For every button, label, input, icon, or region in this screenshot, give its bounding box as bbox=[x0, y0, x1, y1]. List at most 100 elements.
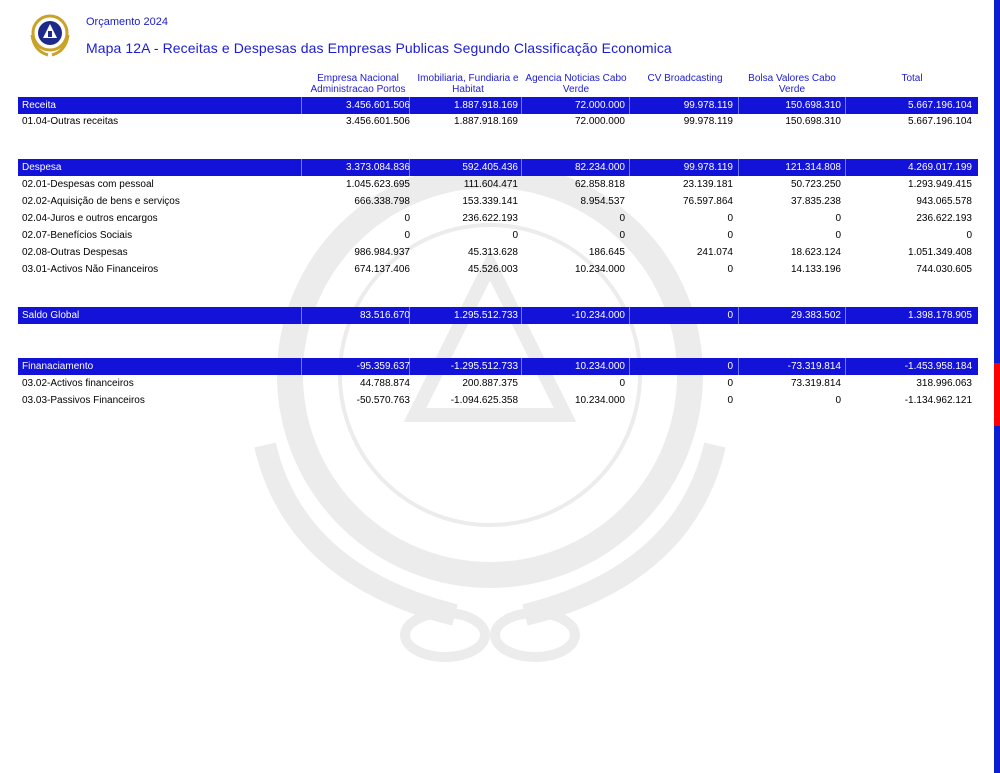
table-row-beneficios-sociais: 02.07-Benefícios Sociais 0 0 0 0 0 0 bbox=[18, 227, 978, 244]
table-row-despesas-pessoal: 02.01-Despesas com pessoal 1.045.623.695… bbox=[18, 176, 978, 193]
budget-subtitle: Orçamento 2024 bbox=[86, 16, 168, 28]
table-cell-value: 150.698.310 bbox=[785, 100, 841, 111]
table-cell-value: 0 bbox=[727, 395, 733, 406]
table-cell-value: 1.293.949.415 bbox=[908, 179, 972, 190]
table-cell-value: 0 bbox=[404, 230, 410, 241]
table-cell-value: -1.453.958.184 bbox=[904, 361, 972, 372]
table-cell-value: 592.405.436 bbox=[462, 162, 518, 173]
table-cell-value: 241.074 bbox=[696, 247, 733, 258]
table-cell-value: 4.269.017.199 bbox=[908, 162, 972, 173]
table-cell-value: 3.456.601.506 bbox=[346, 100, 410, 111]
row-label: 02.08-Outras Despesas bbox=[22, 247, 128, 258]
row-label: 03.01-Activos Não Financeiros bbox=[22, 264, 159, 275]
table-cell-value: 83.516.670 bbox=[359, 310, 410, 321]
table-cell-value: 10.234.000 bbox=[574, 361, 625, 372]
column-header-bolsa-valores: Bolsa Valores Cabo Verde bbox=[748, 73, 836, 95]
table-cell-value: -10.234.000 bbox=[571, 310, 625, 321]
table-cell-value: 943.065.578 bbox=[916, 196, 972, 207]
table-cell-value: 1.051.349.408 bbox=[908, 247, 972, 258]
cell-divider bbox=[409, 159, 410, 176]
table-cell-value: 44.788.874 bbox=[359, 378, 410, 389]
column-header-total: Total bbox=[901, 73, 923, 84]
row-label: 03.02-Activos financeiros bbox=[22, 378, 134, 389]
table-cell-value: 62.858.818 bbox=[574, 179, 625, 190]
table-cell-value: -1.094.625.358 bbox=[450, 395, 518, 406]
cell-divider bbox=[301, 97, 302, 114]
cell-divider bbox=[629, 97, 630, 114]
table-cell-value: 0 bbox=[727, 361, 733, 372]
column-header-ifh: Imobiliaria, Fundiaria e Habitat bbox=[417, 73, 519, 95]
table-cell-value: 153.339.141 bbox=[462, 196, 518, 207]
table-cell-value: 1.045.623.695 bbox=[346, 179, 410, 190]
cell-divider bbox=[738, 358, 739, 375]
table-row-activos-financeiros: 03.02-Activos financeiros 44.788.874 200… bbox=[18, 375, 978, 392]
table-cell-value: -1.295.512.733 bbox=[450, 361, 518, 372]
row-label: 01.04-Outras receitas bbox=[22, 116, 119, 127]
table-cell-value: 23.139.181 bbox=[682, 179, 733, 190]
table-cell-value: 200.887.375 bbox=[462, 378, 518, 389]
section-row-receita: Receita 3.456.601.506 1.887.918.169 72.0… bbox=[18, 97, 978, 114]
table-cell-value: 1.887.918.169 bbox=[454, 100, 518, 111]
table-cell-value: 666.338.798 bbox=[354, 196, 410, 207]
table-cell-value: 0 bbox=[619, 213, 625, 224]
section-row-saldo-global: Saldo Global 83.516.670 1.295.512.733 -1… bbox=[18, 307, 978, 324]
table-cell-value: 0 bbox=[727, 264, 733, 275]
table-cell-value: 1.398.178.905 bbox=[908, 310, 972, 321]
cell-divider bbox=[845, 159, 846, 176]
table-cell-value: -1.134.962.121 bbox=[904, 395, 972, 406]
column-header-inforpress: Agencia Noticias Cabo Verde bbox=[525, 73, 627, 95]
table-cell-value: 72.000.000 bbox=[574, 116, 625, 127]
table-cell-value: 76.597.864 bbox=[682, 196, 733, 207]
table-cell-value: 10.234.000 bbox=[574, 264, 625, 275]
coat-of-arms-logo bbox=[30, 14, 70, 57]
table-cell-value: 150.698.310 bbox=[785, 116, 841, 127]
table-cell-value: 0 bbox=[966, 230, 972, 241]
table-cell-value: 0 bbox=[619, 230, 625, 241]
row-label: Despesa bbox=[22, 162, 62, 173]
table-cell-value: 318.996.063 bbox=[916, 378, 972, 389]
cell-divider bbox=[409, 97, 410, 114]
table-cell-value: 99.978.119 bbox=[683, 100, 733, 111]
table-cell-value: -73.319.814 bbox=[787, 361, 841, 372]
cell-divider bbox=[409, 358, 410, 375]
table-cell-value: 1.887.918.169 bbox=[454, 116, 518, 127]
row-label: Receita bbox=[22, 100, 56, 111]
table-cell-value: 236.622.193 bbox=[916, 213, 972, 224]
row-label: Saldo Global bbox=[22, 310, 80, 321]
cell-divider bbox=[629, 358, 630, 375]
table-cell-value: 37.835.238 bbox=[790, 196, 841, 207]
cell-divider bbox=[301, 159, 302, 176]
table-cell-value: 0 bbox=[835, 213, 841, 224]
row-label: 03.03-Passivos Financeiros bbox=[22, 395, 145, 406]
row-label: Finanaciamento bbox=[22, 361, 94, 372]
table-cell-value: 236.622.193 bbox=[462, 213, 518, 224]
table-cell-value: 5.667.196.104 bbox=[908, 100, 972, 111]
column-header-enapor: Empresa Nacional Administracao Portos bbox=[310, 73, 406, 95]
right-edge-red-marker bbox=[994, 363, 1000, 426]
cell-divider bbox=[738, 97, 739, 114]
table-cell-value: 5.667.196.104 bbox=[908, 116, 972, 127]
table-cell-value: -95.359.637 bbox=[356, 361, 410, 372]
table-cell-value: 73.319.814 bbox=[790, 378, 841, 389]
table-cell-value: 0 bbox=[512, 230, 518, 241]
cell-divider bbox=[521, 97, 522, 114]
table-cell-value: 0 bbox=[619, 378, 625, 389]
table-cell-value: 45.313.628 bbox=[467, 247, 518, 258]
cell-divider bbox=[521, 159, 522, 176]
table-cell-value: -50.570.763 bbox=[356, 395, 410, 406]
table-cell-value: 111.604.471 bbox=[463, 179, 518, 190]
cell-divider bbox=[845, 307, 846, 324]
table-cell-value: 0 bbox=[727, 378, 733, 389]
table-row-juros-encargos: 02.04-Juros e outros encargos 0 236.622.… bbox=[18, 210, 978, 227]
cell-divider bbox=[301, 307, 302, 324]
table-cell-value: 72.000.000 bbox=[574, 100, 625, 111]
cell-divider bbox=[409, 307, 410, 324]
cell-divider bbox=[845, 358, 846, 375]
table-cell-value: 8.954.537 bbox=[580, 196, 626, 207]
cell-divider bbox=[521, 358, 522, 375]
table-cell-value: 82.234.000 bbox=[574, 162, 625, 173]
table-cell-value: 0 bbox=[835, 395, 841, 406]
row-label: 02.07-Benefícios Sociais bbox=[22, 230, 133, 241]
section-row-despesa: Despesa 3.373.084.836 592.405.436 82.234… bbox=[18, 159, 978, 176]
page-title: Mapa 12A - Receitas e Despesas das Empre… bbox=[86, 40, 672, 56]
